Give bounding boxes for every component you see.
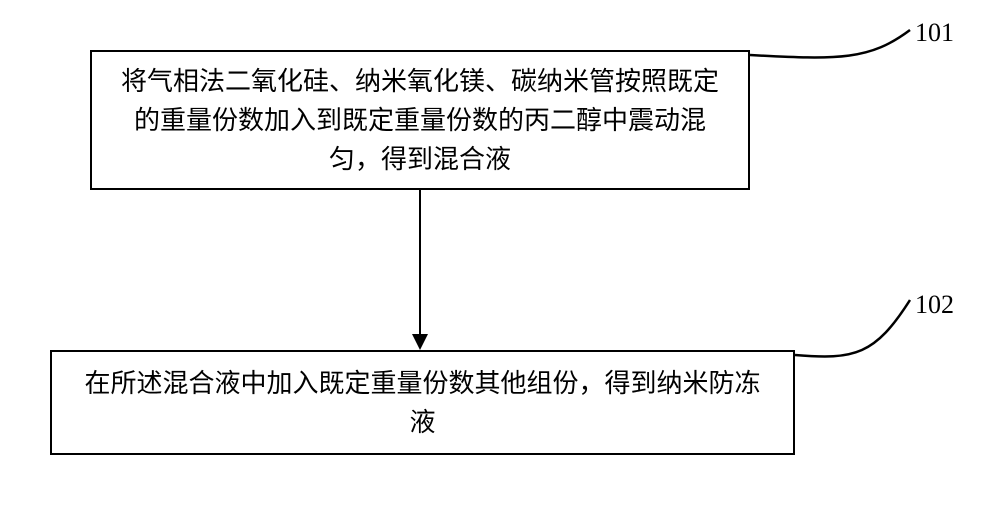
flowchart-container: 将气相法二氧化硅、纳米氧化镁、碳纳米管按照既定的重量份数加入到既定重量份数的丙二… xyxy=(0,0,1000,515)
label-connector-2 xyxy=(0,0,1000,515)
